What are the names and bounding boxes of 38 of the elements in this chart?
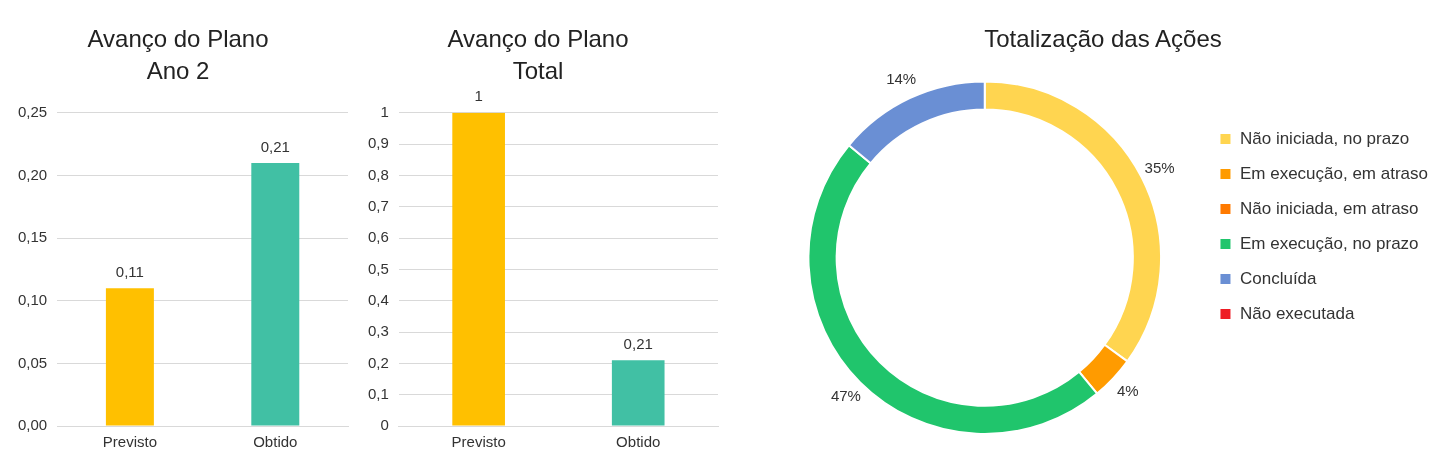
chart-title: Avanço do Plano Ano 2 (87, 24, 269, 85)
y-tick-label: 0,00 (17, 416, 48, 434)
y-tick-label: 0,4 (367, 290, 389, 308)
chart-title: Avanço do Plano Total (447, 24, 629, 85)
x-tick-label: Previsto (102, 433, 157, 451)
data-label: 0,21 (623, 334, 653, 352)
chart-title: Totalização das Ações (984, 24, 1222, 52)
y-tick-label: 0,20 (17, 165, 48, 183)
data-label: 35% (1144, 158, 1175, 176)
y-tick-label: 1 (380, 102, 389, 120)
data-label: 4% (1116, 382, 1139, 400)
data-label: 0,21 (260, 137, 290, 155)
data-label: 0,11 (115, 262, 144, 280)
legend-label: Não iniciada, no prazo (1239, 128, 1410, 148)
x-tick-label: Obtido (616, 433, 661, 451)
y-tick-label: 0,8 (367, 165, 389, 183)
legend-label: Não iniciada, em atraso (1239, 198, 1419, 218)
y-tick-label: 0,5 (367, 259, 389, 277)
y-tick-label: 0,25 (17, 102, 48, 120)
y-tick-label: 0,6 (367, 228, 389, 246)
legend-label: Não executada (1239, 303, 1355, 323)
legend-label: Em execução, em atraso (1239, 163, 1428, 183)
y-tick-label: 0,3 (367, 322, 389, 340)
y-tick-label: 0,2 (367, 353, 389, 371)
x-tick-label: Previsto (451, 433, 506, 451)
data-label: 47% (830, 386, 861, 404)
data-label: 14% (886, 70, 917, 88)
y-tick-label: 0,15 (17, 228, 48, 246)
y-tick-label: 0,9 (367, 134, 389, 152)
data-label: 1 (474, 87, 483, 105)
y-tick-label: 0,05 (17, 353, 48, 371)
y-tick-label: 0,10 (17, 290, 48, 308)
x-tick-label: Obtido (253, 433, 298, 451)
y-tick-label: 0 (380, 416, 389, 434)
legend-label: Em execução, no prazo (1239, 233, 1419, 253)
y-tick-label: 0,1 (367, 384, 389, 402)
legend-label: Concluída (1239, 268, 1318, 288)
y-tick-label: 0,7 (367, 196, 389, 214)
